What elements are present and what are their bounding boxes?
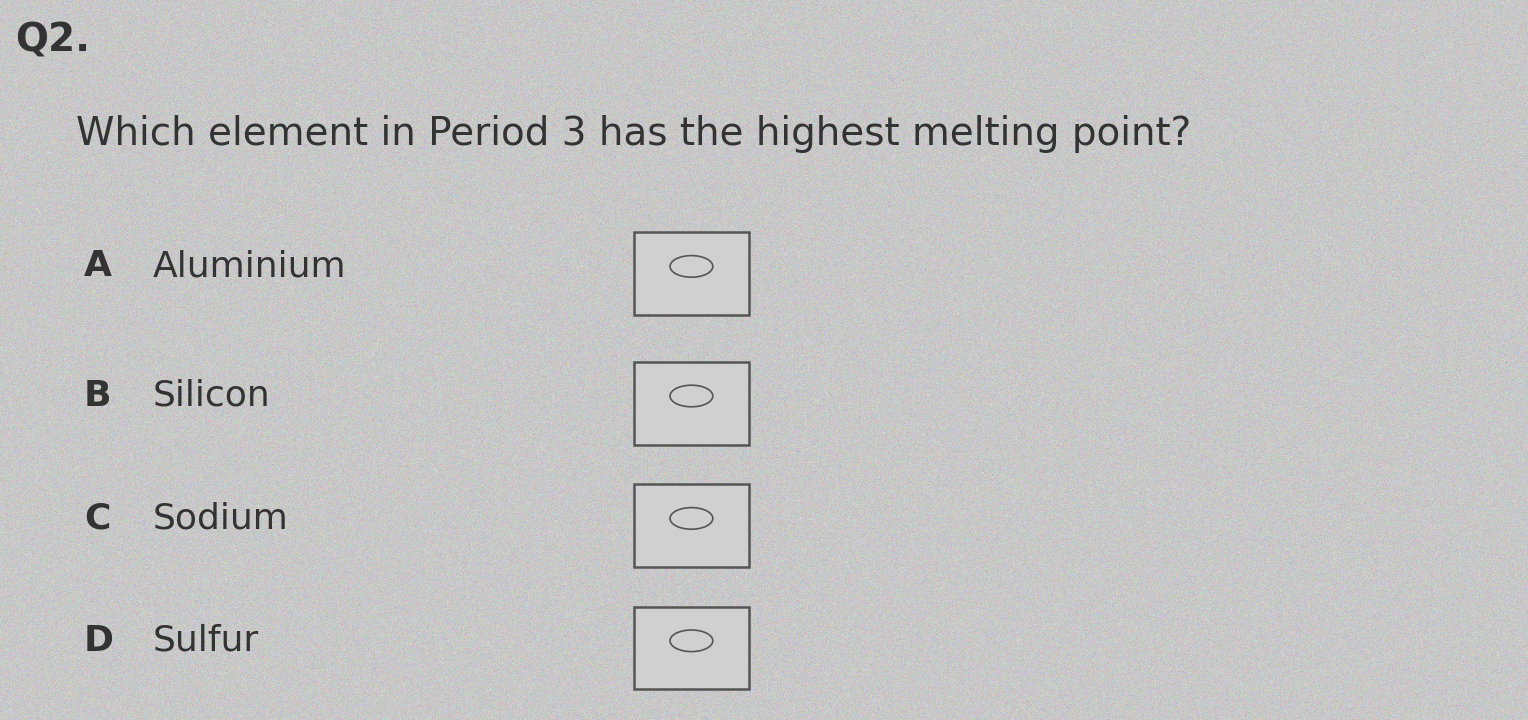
Bar [634, 361, 749, 444]
Ellipse shape [669, 508, 712, 529]
Bar [634, 232, 749, 315]
Text: Sulfur: Sulfur [153, 624, 260, 658]
Text: C: C [84, 501, 110, 536]
Text: Aluminium: Aluminium [153, 249, 347, 284]
Ellipse shape [669, 256, 712, 277]
Ellipse shape [669, 630, 712, 652]
Text: B: B [84, 379, 112, 413]
Text: Silicon: Silicon [153, 379, 270, 413]
Bar [634, 484, 749, 567]
Ellipse shape [669, 385, 712, 407]
Text: Sodium: Sodium [153, 501, 289, 536]
Bar [634, 606, 749, 690]
Text: Which element in Period 3 has the highest melting point?: Which element in Period 3 has the highes… [76, 115, 1192, 153]
Text: A: A [84, 249, 112, 284]
Text: Q2.: Q2. [15, 22, 90, 60]
Text: D: D [84, 624, 115, 658]
